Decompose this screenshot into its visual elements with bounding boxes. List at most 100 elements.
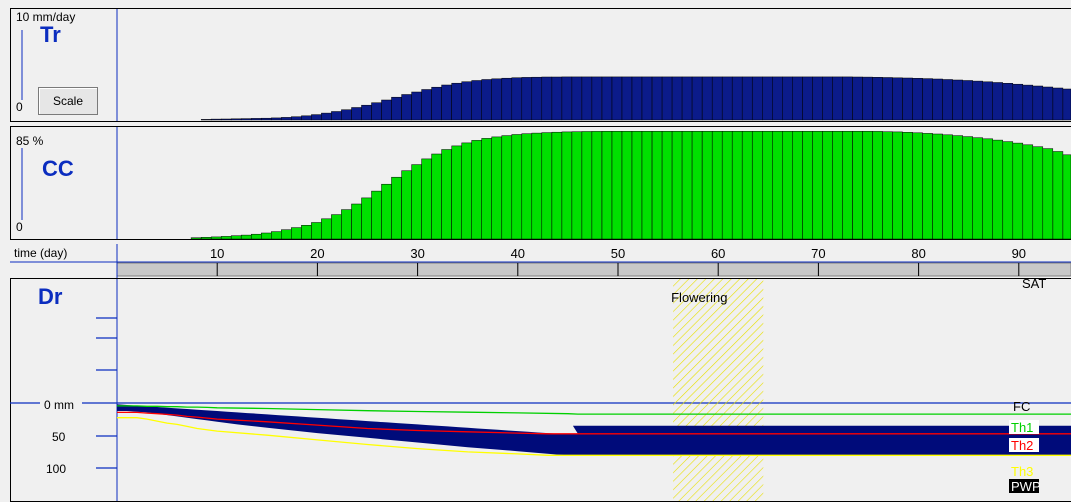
tr-bar [701,76,713,121]
tr-bar [281,117,292,121]
cc-bar [311,222,322,240]
tr-bar [621,76,633,121]
tr-bar [681,76,693,121]
time-tick-label: 30 [410,246,424,261]
cc-bar [501,135,513,240]
legend-th1-bg [1009,420,1039,434]
tr-bar [661,76,673,121]
cc-bar [992,139,1003,240]
cc-bar [1042,148,1054,240]
tr-bar [431,86,442,121]
cc-bar [611,131,623,240]
cc-bar [902,132,913,240]
cc-bar [952,135,963,240]
tr-bar [1042,86,1054,121]
tr-bar [671,76,683,121]
tr-bar [631,76,643,121]
tr-bar [461,81,472,121]
tr-bar [812,76,823,121]
cc-bar [671,131,683,240]
cc-bar [912,132,923,240]
tr-bar [711,76,723,121]
tr-bar [822,76,833,121]
tr-bar [912,78,923,121]
tr-bar [842,76,853,121]
cc-bar [701,131,713,240]
tr-bar [922,78,933,121]
tr-bar [561,76,573,121]
cc-bar [1032,146,1044,240]
cc-bar [240,234,252,240]
tr-bar [551,76,563,121]
tr-bar [982,81,993,121]
time-axis-band [116,262,1071,277]
flowering-band [673,279,764,501]
tr-bar [311,114,322,121]
cc-bar [401,170,412,240]
cc-bar [691,131,703,240]
tr-bar [271,117,282,121]
tr-bar [1062,88,1071,121]
cc-bar [361,197,372,240]
tr-bar [301,115,312,121]
time-tick-label: 40 [511,246,525,261]
tr-bar [1022,84,1034,121]
tr-bar [321,112,332,121]
tr-bar [481,79,492,121]
tr-bar [611,76,623,121]
cc-bar [631,131,643,240]
dr-title: Dr [38,284,63,309]
tr-bar [220,118,232,121]
cc-bar [511,134,523,240]
tr-bar [762,76,773,121]
tr-bar [341,109,352,121]
time-tick-label: 50 [611,246,625,261]
time-tick-label: 80 [911,246,925,261]
tr-bar [952,79,963,121]
cc-bar [341,209,352,240]
tr-bar [972,80,983,121]
tr-bar [331,111,342,121]
tr-bar [872,77,883,121]
cc-bar [461,142,472,240]
cc-bar [321,218,332,240]
cc-bar [1012,142,1024,240]
cc-bar [591,131,603,240]
time-tick-label: 20 [310,246,324,261]
tr-bar [752,76,763,121]
tr-bar [721,76,733,121]
cc-unit-label: 85 % [16,134,44,148]
cc-bar [581,131,593,240]
cc-bar [1052,151,1064,240]
tr-bar [651,76,663,121]
legend-th2: Th2 [1011,438,1033,453]
cc-bar [1002,141,1014,240]
cc-bar [1062,154,1071,240]
cc-bar [772,131,783,240]
cc-bar [922,133,933,240]
tr-bar [521,77,533,121]
cc-bar [762,131,773,240]
cc-bar [731,131,743,240]
tr-bar [491,78,502,121]
depletion-area [117,403,1071,456]
cc-bar [741,131,753,240]
legend-pwp: PWP [1011,479,1041,494]
cc-bar [812,131,823,240]
cc-bar [421,158,432,240]
cc-bar [651,131,663,240]
legend-pwp-bg [1009,479,1039,493]
cc-bar [391,176,402,240]
tr-bar [892,77,903,121]
scale-button[interactable]: Scale [38,87,98,115]
legend-fc: FC [1013,399,1030,414]
cc-bar [681,131,693,240]
cc-bar [411,164,422,240]
tr-bar [381,99,392,121]
cc-bar [571,131,583,240]
cc-bar [852,131,863,240]
cc-bar [281,229,292,240]
cc-bar [962,136,973,240]
cc-bar [822,131,833,240]
